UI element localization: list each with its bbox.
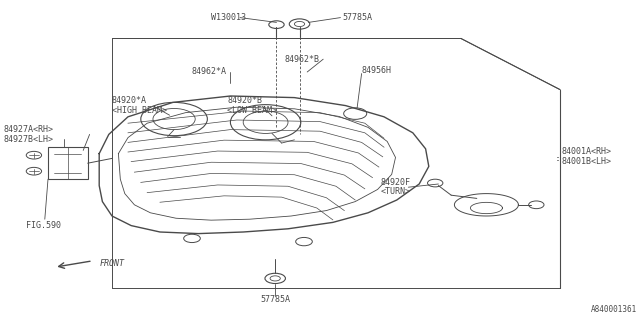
Text: 84962*B: 84962*B [285, 55, 320, 64]
Text: FRONT: FRONT [99, 260, 124, 268]
Text: FIG.590: FIG.590 [26, 221, 61, 230]
Text: 84927A<RH>: 84927A<RH> [3, 125, 53, 134]
Text: <LOW BEAM>: <LOW BEAM> [227, 106, 277, 115]
Text: 84962*A: 84962*A [192, 68, 227, 76]
Bar [48, 147, 88, 179]
Text: 84956H: 84956H [362, 66, 392, 75]
Text: W130013: W130013 [211, 13, 246, 22]
Text: <TURN>: <TURN> [381, 188, 411, 196]
Text: 84920*A: 84920*A [112, 96, 147, 105]
Text: 84920F: 84920F [381, 178, 411, 187]
Text: 57785A: 57785A [260, 295, 290, 304]
Text: 84927B<LH>: 84927B<LH> [3, 135, 53, 144]
Text: 84001A<RH>: 84001A<RH> [562, 148, 612, 156]
Text: A840001361: A840001361 [591, 305, 637, 314]
Text: 84001B<LH>: 84001B<LH> [562, 157, 612, 166]
Text: 84920*B: 84920*B [227, 96, 262, 105]
Text: 57785A: 57785A [342, 13, 372, 22]
Text: <HIGH BEAM>: <HIGH BEAM> [112, 106, 167, 115]
